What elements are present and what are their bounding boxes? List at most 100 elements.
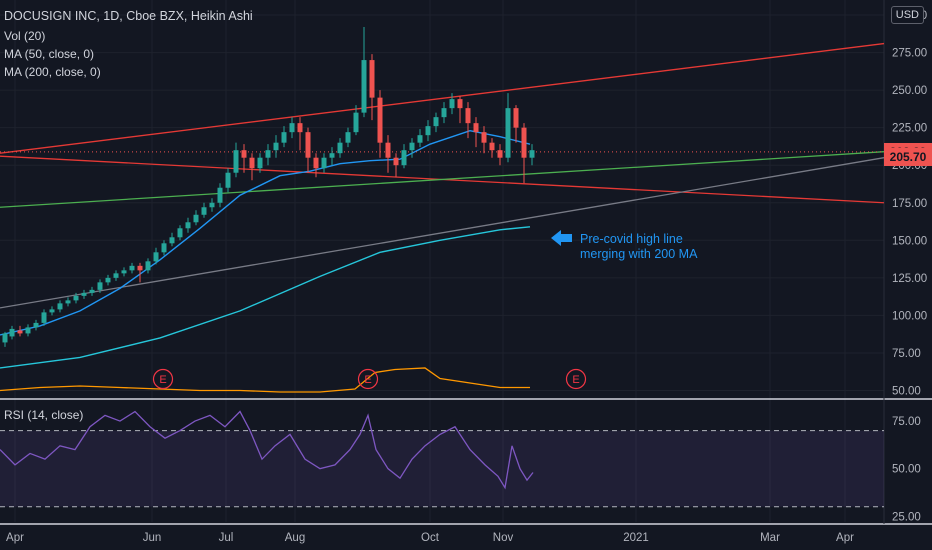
candle-body (129, 265, 135, 271)
arrow-left-icon (551, 230, 572, 246)
earnings-label: E (572, 374, 579, 386)
candle-body (497, 150, 503, 158)
y-tick-label: 175.00 (892, 198, 927, 210)
annotation-text: Pre-covid high line merging with 200 MA (580, 232, 697, 262)
candle-body (329, 153, 335, 158)
candle-body (249, 157, 255, 169)
chart-title: DOCUSIGN INC, 1D, Cboe BZX, Heikin Ashi (4, 9, 253, 23)
x-tick-label: Aug (285, 532, 305, 544)
candle-body (2, 333, 8, 343)
ma200-line (0, 226, 531, 369)
x-tick-label: Apr (836, 532, 854, 544)
candle-body (369, 60, 375, 98)
y-tick-label: 225.00 (892, 123, 927, 135)
earnings-marker (152, 368, 174, 390)
candle-body (409, 142, 415, 151)
candle-body (441, 108, 447, 118)
volume-ma-line (0, 367, 530, 393)
candle-body (225, 172, 231, 188)
candle-body (465, 108, 471, 124)
x-tick-label: 2021 (623, 532, 649, 544)
candle-body (353, 112, 359, 133)
candle-body (41, 312, 47, 323)
candle-body (529, 150, 535, 158)
rsi-line (0, 410, 534, 490)
candle-body (185, 222, 191, 229)
ma50-line (0, 129, 531, 336)
trend-line-pre-covid-high (0, 157, 885, 309)
candle-body (433, 117, 439, 127)
earnings-label: E (364, 374, 371, 386)
y-tick-label: 75.00 (892, 348, 921, 360)
y-tick-label: 50.00 (892, 385, 921, 397)
annotation-line-1: Pre-covid high line (580, 232, 683, 246)
candle-body (393, 157, 399, 166)
candle-body (321, 157, 327, 169)
annotation-line-2: merging with 200 MA (580, 247, 698, 261)
candle-body (281, 132, 287, 143)
y-tick-label: 275.00 (892, 48, 927, 60)
earnings-marker (565, 368, 587, 390)
candle-body (513, 108, 519, 128)
y-tick-label: 150.00 (892, 235, 927, 247)
candle-body (217, 187, 223, 203)
candle-body (257, 157, 263, 169)
candle-body (97, 282, 103, 290)
earnings-marker (357, 368, 379, 390)
x-tick-label: Oct (421, 532, 440, 544)
candle-body (137, 265, 143, 271)
candle-body (9, 328, 15, 337)
candle-body (113, 273, 119, 278)
candle-body (401, 150, 407, 166)
ma50-legend[interactable]: MA (50, close, 0) (4, 47, 95, 61)
rsi-band (0, 430, 884, 507)
candle-body (25, 327, 31, 334)
candle-body (65, 300, 71, 304)
rsi-tick-label: 75.00 (892, 416, 921, 428)
candle-body (169, 237, 175, 244)
x-tick-label: Jul (219, 532, 234, 544)
x-tick-label: Jun (143, 532, 162, 544)
candle-body (385, 142, 391, 158)
candle-body (49, 309, 55, 313)
candle-body (201, 207, 207, 215)
currency-button[interactable]: USD (890, 6, 924, 24)
candle-body (145, 261, 151, 271)
candle-body (161, 243, 167, 253)
candle-body (457, 99, 463, 109)
ma200-legend[interactable]: MA (200, close, 0) (4, 65, 101, 79)
volume-legend[interactable]: Vol (20) (4, 29, 46, 43)
candle-body (345, 132, 351, 143)
candle-body (57, 303, 63, 310)
candle-body (121, 270, 127, 274)
candle-body (193, 214, 199, 223)
candle-body (265, 150, 271, 158)
candle-body (177, 228, 183, 238)
x-tick-label: Mar (760, 532, 780, 544)
candle-body (209, 202, 215, 208)
candle-body (505, 108, 511, 158)
rsi-legend[interactable]: RSI (14, close) (4, 408, 84, 422)
candle-body (153, 252, 159, 262)
candle-body (417, 135, 423, 143)
candle-body (361, 60, 367, 113)
candle-body (489, 142, 495, 151)
close-price-tag: 205.70 (884, 147, 932, 166)
candle-body (377, 97, 383, 143)
candle-body (337, 142, 343, 154)
y-tick-label: 100.00 (892, 310, 927, 322)
candle-body (241, 150, 247, 158)
candle-body (233, 150, 239, 173)
candle-body (17, 330, 23, 334)
y-tick-label: 250.00 (892, 85, 927, 97)
candle-body (289, 123, 295, 133)
x-tick-label: Nov (493, 532, 514, 544)
candle-body (33, 322, 39, 328)
candle-body (313, 157, 319, 169)
candle-body (89, 289, 95, 293)
candle-body (81, 292, 87, 296)
candle-body (273, 142, 279, 151)
candle-body (521, 127, 527, 158)
candle-body (481, 132, 487, 143)
